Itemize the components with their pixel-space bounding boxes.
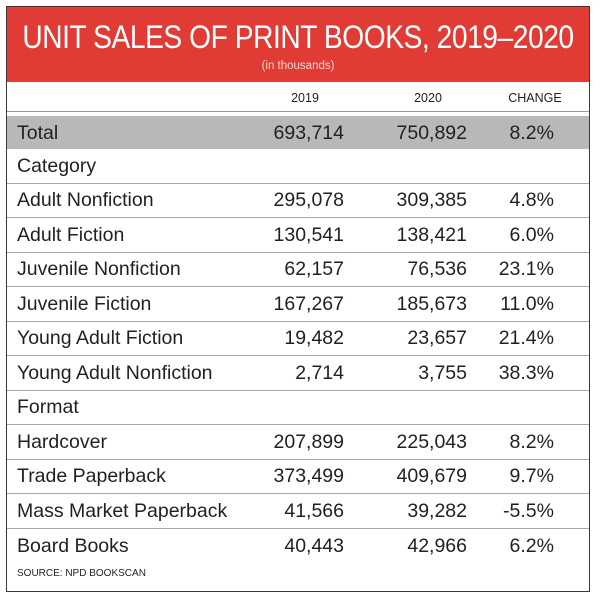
value-2020: 309,385 bbox=[396, 189, 468, 212]
value-change: 38.3% bbox=[498, 361, 554, 384]
row-label: Young Adult Fiction bbox=[17, 327, 184, 350]
table-row: Adult Fiction 130,541 138,421 6.0% bbox=[7, 218, 589, 253]
value-2020: 76,536 bbox=[407, 258, 467, 281]
table-row: Trade Paperback 373,499 409,679 9.7% bbox=[7, 460, 589, 494]
row-label: Total bbox=[17, 121, 59, 144]
value-2019: 19,482 bbox=[284, 327, 344, 350]
value-change: 21.4% bbox=[498, 327, 554, 350]
row-label: Juvenile Nonfiction bbox=[17, 258, 181, 281]
value-change: 11.0% bbox=[500, 292, 554, 315]
table-row: Board Books 40,443 42,966 6.2% bbox=[7, 529, 589, 564]
column-header-2019: 2019 bbox=[291, 91, 319, 105]
value-2019: 167,267 bbox=[273, 292, 345, 315]
value-2020: 3,755 bbox=[418, 361, 467, 384]
section-heading-row: Format bbox=[7, 391, 589, 425]
value-2019: 693,714 bbox=[273, 121, 345, 144]
table-row: Juvenile Nonfiction 62,157 76,536 23.1% bbox=[7, 253, 589, 287]
value-2019: 207,899 bbox=[273, 430, 345, 453]
value-change: 9.7% bbox=[509, 465, 554, 488]
value-2020: 138,421 bbox=[396, 223, 468, 246]
value-2019: 40,443 bbox=[284, 534, 344, 557]
total-row: Total 693,714 750,892 8.2% bbox=[7, 116, 589, 149]
section-heading-row: Category bbox=[7, 149, 589, 184]
table-subtitle: (in thousands) bbox=[261, 60, 335, 72]
row-label: Board Books bbox=[17, 534, 129, 557]
row-label: Hardcover bbox=[17, 430, 107, 453]
value-2020: 39,282 bbox=[407, 499, 467, 522]
table-row: Young Adult Fiction 19,482 23,657 21.4% bbox=[7, 322, 589, 356]
column-header-change: CHANGE bbox=[508, 91, 562, 105]
value-2020: 185,673 bbox=[396, 292, 468, 315]
value-change: 4.8% bbox=[509, 189, 554, 212]
table-row: Juvenile Fiction 167,267 185,673 11.0% bbox=[7, 287, 589, 322]
value-2019: 295,078 bbox=[273, 189, 345, 212]
section-heading: Category bbox=[17, 154, 97, 177]
value-2019: 41,566 bbox=[284, 499, 344, 522]
sales-table-card: UNIT SALES OF PRINT BOOKS, 2019–2020 (in… bbox=[6, 6, 590, 592]
row-label: Trade Paperback bbox=[17, 465, 166, 488]
value-2020: 225,043 bbox=[396, 430, 468, 453]
value-change: 6.2% bbox=[509, 534, 554, 557]
value-2020: 23,657 bbox=[407, 327, 467, 350]
table-row: Mass Market Paperback 41,566 39,282 -5.5% bbox=[7, 494, 589, 529]
value-2020: 750,892 bbox=[396, 121, 468, 144]
row-label: Adult Fiction bbox=[17, 223, 125, 246]
title-banner: UNIT SALES OF PRINT BOOKS, 2019–2020 (in… bbox=[7, 7, 589, 82]
table-row: Adult Nonfiction 295,078 309,385 4.8% bbox=[7, 184, 589, 218]
row-label: Juvenile Fiction bbox=[17, 292, 152, 315]
table-row: Young Adult Nonfiction 2,714 3,755 38.3% bbox=[7, 356, 589, 391]
value-2019: 373,499 bbox=[273, 465, 345, 488]
value-2020: 42,966 bbox=[407, 534, 467, 557]
value-2019: 2,714 bbox=[295, 361, 344, 384]
row-label: Young Adult Nonfiction bbox=[17, 361, 213, 384]
value-2020: 409,679 bbox=[396, 465, 468, 488]
value-2019: 62,157 bbox=[284, 258, 344, 281]
value-2019: 130,541 bbox=[273, 223, 345, 246]
table-title: UNIT SALES OF PRINT BOOKS, 2019–2020 bbox=[22, 19, 574, 55]
value-change: 8.2% bbox=[509, 121, 554, 144]
column-header-2020: 2020 bbox=[414, 91, 442, 105]
row-label: Adult Nonfiction bbox=[17, 189, 154, 212]
value-change: -5.5% bbox=[503, 499, 554, 522]
value-change: 6.0% bbox=[509, 223, 554, 246]
table-row: Hardcover 207,899 225,043 8.2% bbox=[7, 425, 589, 460]
value-change: 8.2% bbox=[509, 430, 554, 453]
source-note: SOURCE: NPD BOOKSCAN bbox=[17, 568, 146, 579]
column-header-row: 2019 2020 CHANGE bbox=[7, 84, 589, 112]
row-label: Mass Market Paperback bbox=[17, 499, 228, 522]
value-change: 23.1% bbox=[498, 258, 554, 281]
section-heading: Format bbox=[17, 396, 79, 419]
